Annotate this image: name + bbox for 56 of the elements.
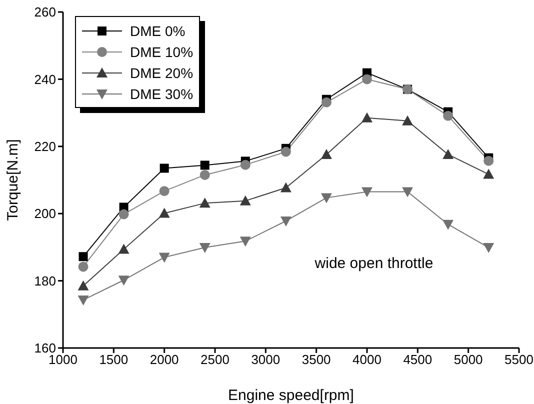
legend-label: DME 30% <box>130 86 194 102</box>
y-tick-label: 220 <box>34 139 56 154</box>
point <box>320 193 332 204</box>
point <box>118 244 130 254</box>
point <box>362 74 372 84</box>
x-tick-label: 5500 <box>504 352 534 368</box>
x-tick-label: 2000 <box>150 352 179 368</box>
x-tick-label: 1500 <box>99 352 128 368</box>
x-tick-label: 4000 <box>352 352 382 368</box>
x-tick-label: 3000 <box>251 352 280 368</box>
point <box>362 112 372 122</box>
x-tick-label: 3500 <box>302 352 331 368</box>
point <box>320 148 332 159</box>
point <box>158 252 170 263</box>
point <box>78 262 88 272</box>
point <box>78 295 89 306</box>
x-tick-label: 5000 <box>454 352 483 368</box>
legend-label: DME 0% <box>130 22 186 38</box>
point <box>484 156 494 166</box>
point <box>199 243 210 254</box>
annotation: wide open throttle <box>314 255 434 272</box>
point <box>240 160 250 170</box>
point <box>402 115 414 126</box>
x-axis-title: Engine speed[rpm] <box>228 387 354 404</box>
point <box>159 186 170 196</box>
point <box>158 208 170 218</box>
y-axis-title: Torque[N.m] <box>4 139 22 221</box>
x-tick-label: 4500 <box>403 352 432 368</box>
x-tick-label: 2500 <box>200 352 230 368</box>
point <box>362 187 372 198</box>
point <box>442 220 454 230</box>
point <box>280 182 292 192</box>
point <box>78 252 88 262</box>
legend-label: DME 10% <box>130 44 194 60</box>
point <box>200 160 210 170</box>
point <box>321 97 332 108</box>
point <box>280 216 292 226</box>
legend-label: DME 20% <box>130 64 194 80</box>
point <box>402 187 414 198</box>
point <box>442 148 454 159</box>
y-tick-label: 260 <box>34 4 56 20</box>
point <box>199 198 210 208</box>
point <box>118 276 130 286</box>
point <box>78 280 89 290</box>
y-tick-label: 240 <box>34 72 56 87</box>
point <box>443 110 454 121</box>
point <box>483 168 494 179</box>
point <box>483 243 494 254</box>
point <box>280 146 291 157</box>
point <box>240 236 251 247</box>
y-tick-label: 200 <box>34 206 56 222</box>
point <box>160 164 169 173</box>
y-tick-label: 180 <box>34 273 56 288</box>
point <box>118 209 129 220</box>
point <box>240 195 251 206</box>
point <box>200 170 210 180</box>
